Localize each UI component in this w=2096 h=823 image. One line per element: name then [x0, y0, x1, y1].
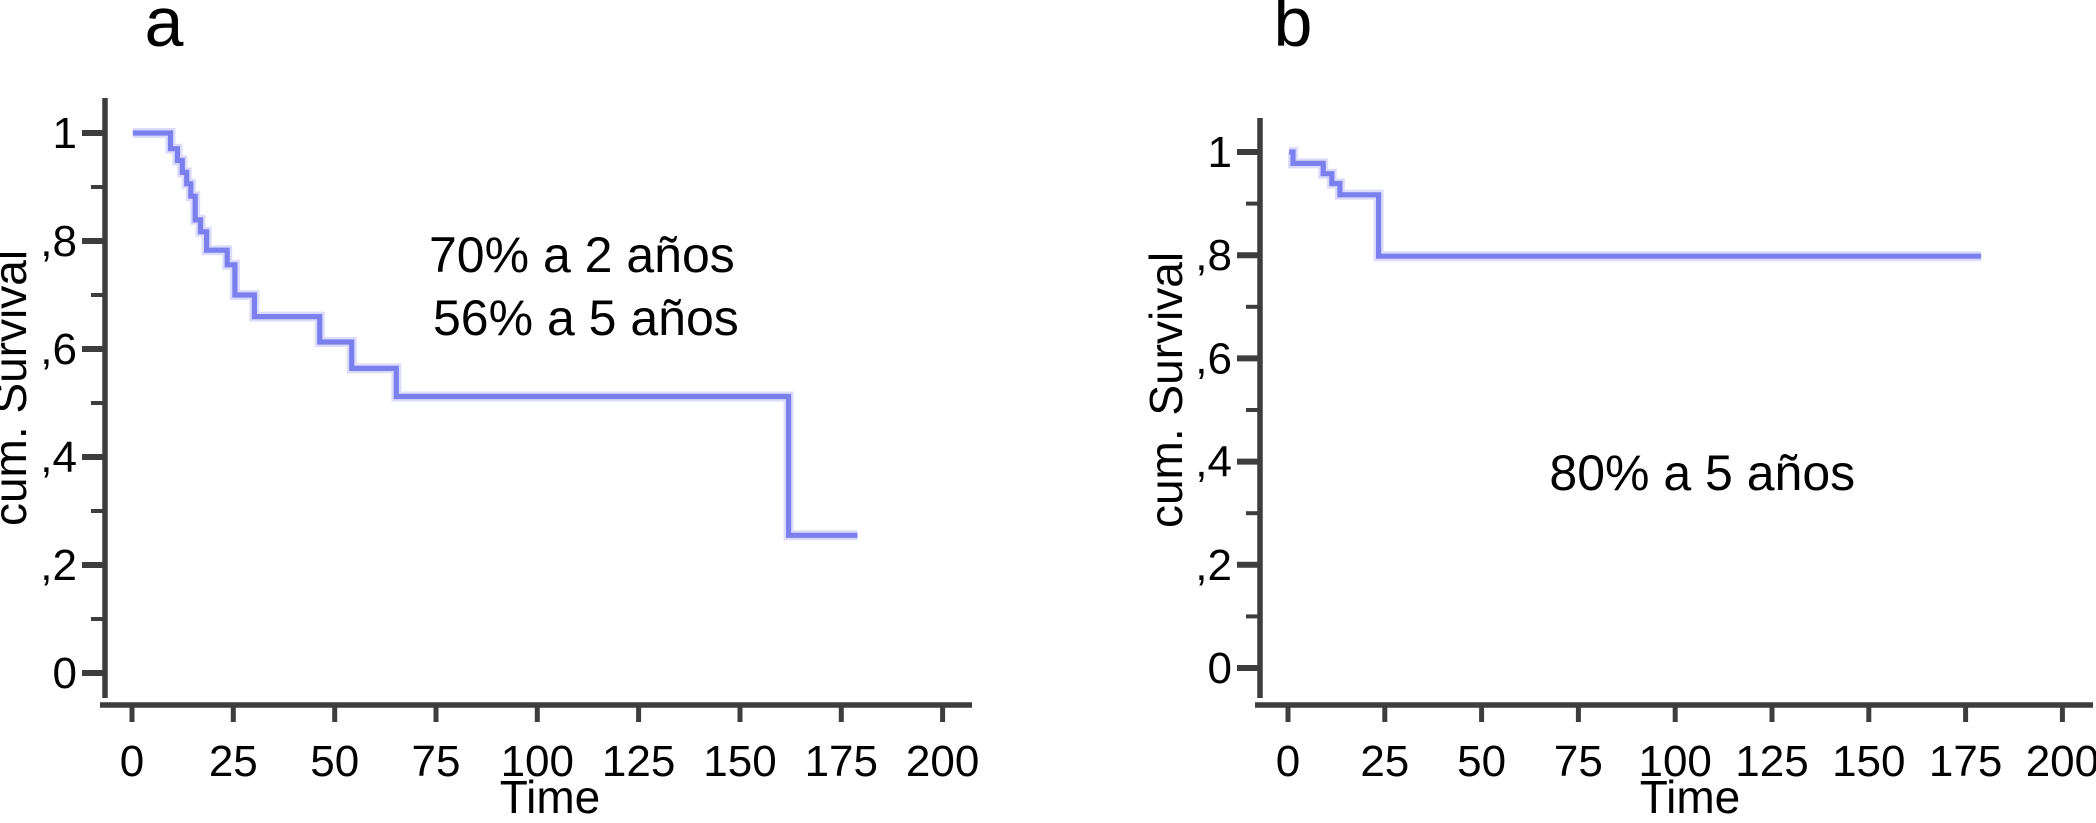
y-axis-tick-label: 0	[1208, 644, 1232, 693]
x-axis-tick-label: 25	[209, 737, 258, 786]
panel-b-annotation-0: 80% a 5 años	[1549, 445, 1855, 501]
x-axis-tick-label: 150	[1832, 737, 1905, 786]
x-axis-tick-label: 125	[1735, 737, 1808, 786]
panel-b-ylabel: cum. Survival	[1140, 252, 1192, 528]
panel-a-annotation-0: 70% a 2 años	[429, 227, 735, 283]
panel-a-xlabel: Time	[500, 771, 601, 818]
panel-a: 1 ,8 ,6 ,4 ,2 00 25 50 75 100 125 150 175 200 70% a 2 …	[0, 0, 979, 823]
x-axis-tick-label: 50	[1457, 737, 1506, 786]
y-axis-tick-label: ,8	[40, 217, 77, 266]
y-axis-tick-label: ,2	[40, 541, 77, 590]
y-axis-tick-label: ,8	[1195, 231, 1232, 280]
survival-curve	[1289, 149, 1982, 259]
panel-a-label: a	[145, 0, 184, 61]
panel-a-annotation-1: 56% a 5 años	[433, 290, 739, 346]
x-axis-tick-label: 25	[1360, 737, 1409, 786]
panel-b-plot: 1 ,8 ,6 ,4 ,2 00 25 50 75 100 125 150 175 200 80% a 5 …	[1195, 118, 2096, 786]
survival-curve-halo	[1288, 147, 1982, 262]
x-axis-tick-label: 100	[1638, 737, 1711, 786]
x-axis-tick-label: 200	[2026, 737, 2096, 786]
x-axis-tick-label: 75	[1554, 737, 1603, 786]
survival-curve	[132, 130, 858, 538]
panel-a-plot: 1 ,8 ,6 ,4 ,2 00 25 50 75 100 125 150 175 200 70% a 2 …	[40, 98, 979, 786]
y-axis-tick-label: ,2	[1195, 541, 1232, 590]
panel-b-label: b	[1274, 0, 1313, 61]
y-axis-tick-label: ,6	[1195, 334, 1232, 383]
x-axis-tick-label: 100	[501, 737, 574, 786]
y-axis-tick-label: 0	[53, 649, 77, 698]
y-axis-tick-label: ,6	[40, 325, 77, 374]
x-axis-tick-label: 150	[703, 737, 776, 786]
panel-b-xlabel: Time	[1640, 771, 1741, 818]
x-axis-tick-label: 200	[906, 737, 979, 786]
x-axis-tick-label: 75	[412, 737, 461, 786]
y-axis-tick-label: 1	[53, 109, 77, 158]
x-axis-tick-label: 175	[1929, 737, 2002, 786]
x-axis-tick-label: 175	[805, 737, 878, 786]
y-axis-tick-label: ,4	[1195, 438, 1232, 487]
panel-a-ylabel: cum. Survival	[0, 250, 36, 526]
y-axis-tick-label: ,4	[40, 433, 77, 482]
x-axis-tick-label: 0	[120, 737, 144, 786]
panel-b: 1 ,8 ,6 ,4 ,2 00 25 50 75 100 125 150 175 200 80% a 5 …	[1140, 0, 2096, 823]
y-axis-tick-label: 1	[1208, 128, 1232, 177]
x-axis-tick-label: 0	[1276, 737, 1300, 786]
x-axis-tick-label: 50	[310, 737, 359, 786]
x-axis-tick-label: 125	[602, 737, 675, 786]
